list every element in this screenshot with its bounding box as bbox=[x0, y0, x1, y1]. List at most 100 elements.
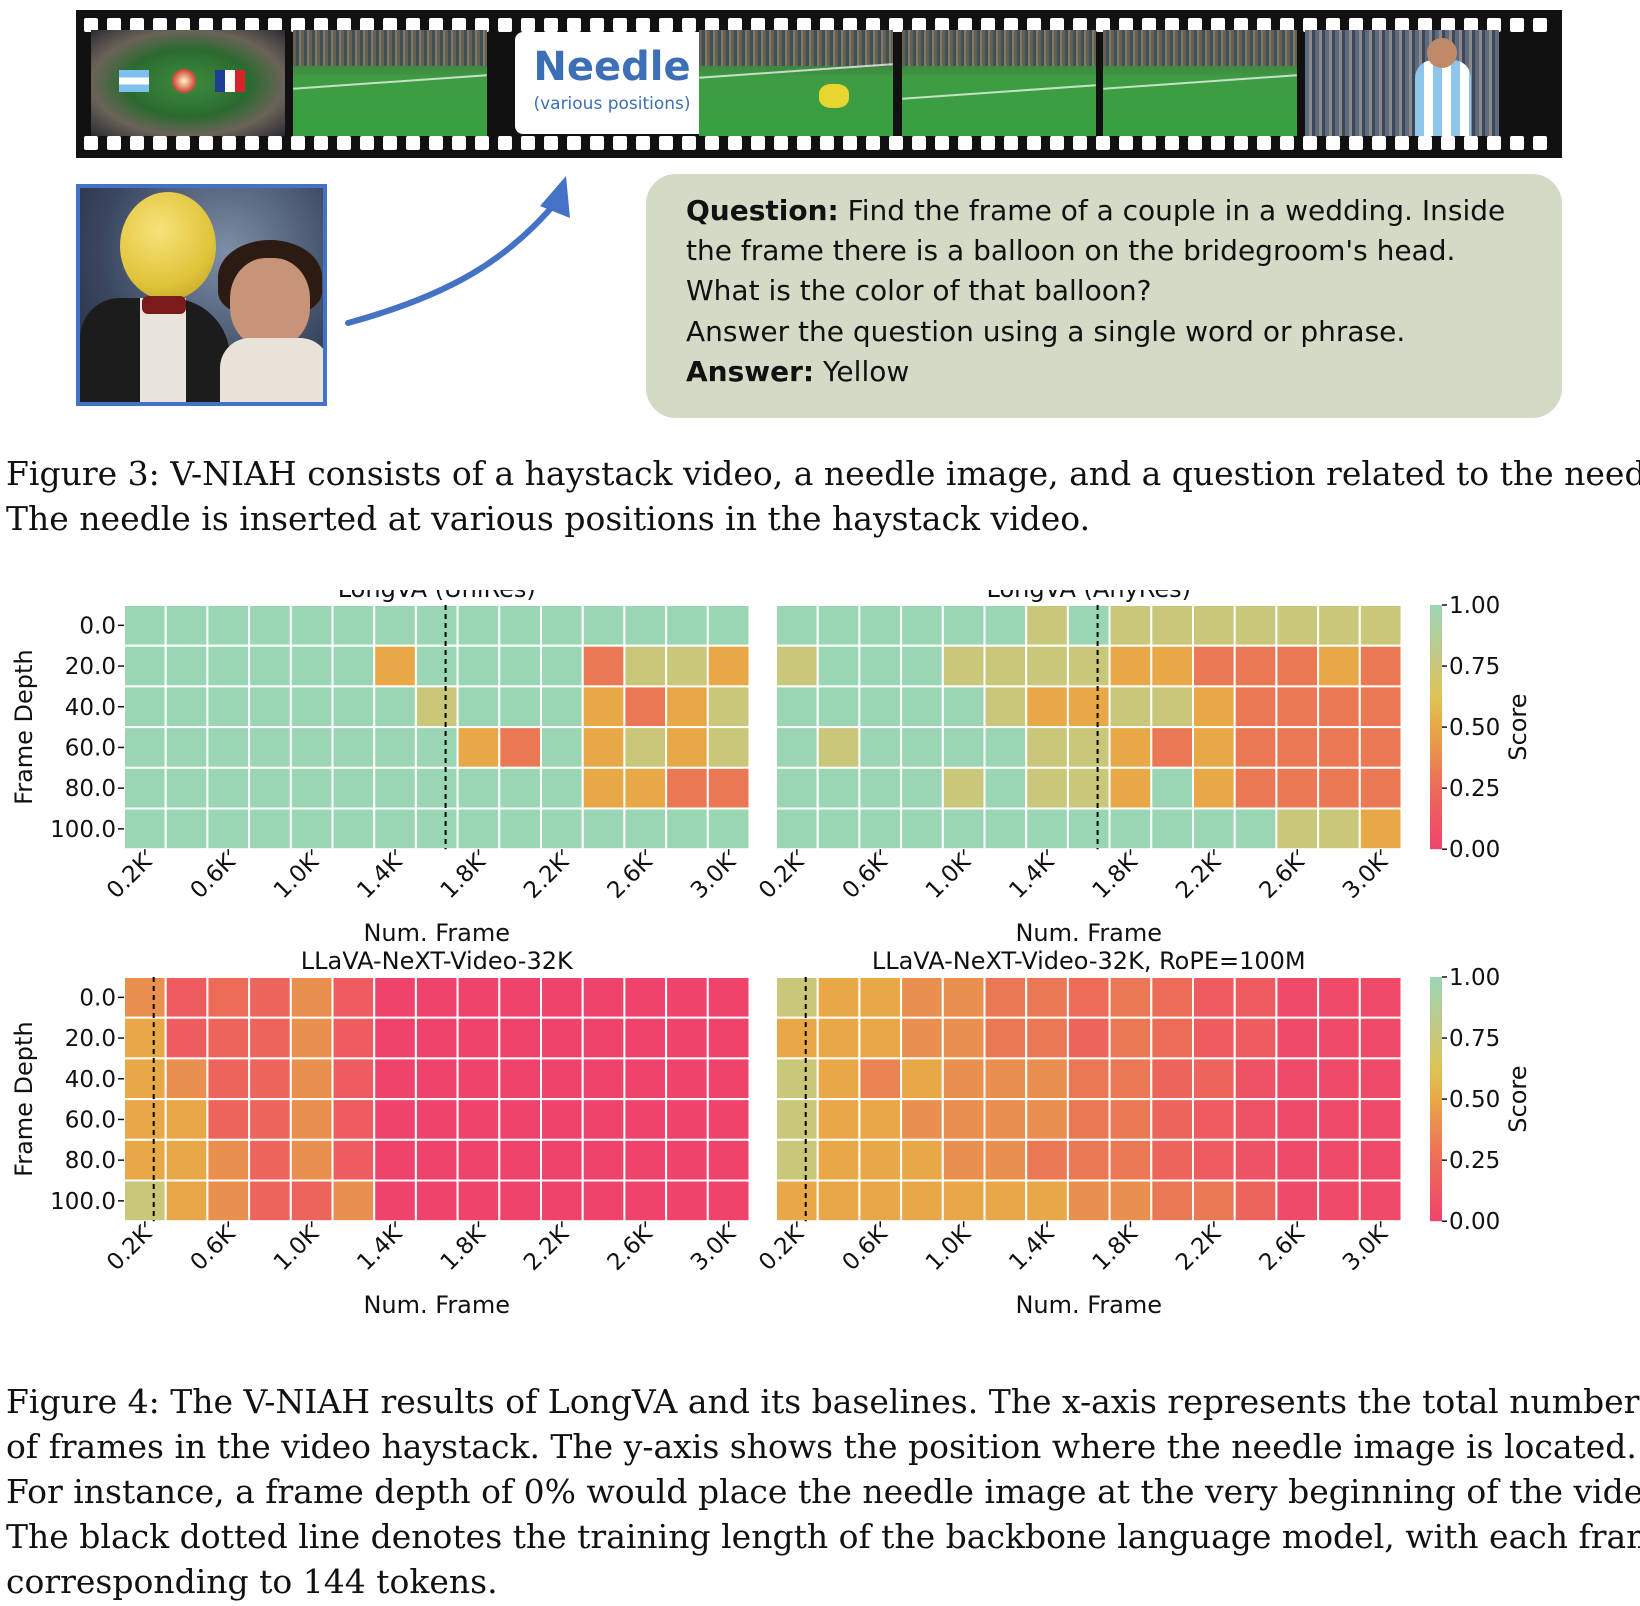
heatmap-cell bbox=[1233, 1138, 1278, 1182]
film-perforation bbox=[1004, 18, 1018, 32]
heatmap-cell bbox=[123, 685, 167, 729]
heatmap-cell bbox=[983, 1057, 1028, 1101]
heatmap-cell bbox=[206, 766, 251, 810]
film-perforation bbox=[636, 18, 650, 32]
heatmap-cell bbox=[941, 766, 986, 810]
heatmap-cell bbox=[581, 1016, 626, 1060]
heatmap-cell bbox=[900, 1098, 944, 1141]
film-perforation bbox=[1142, 136, 1156, 150]
heatmap-cell bbox=[816, 604, 861, 647]
film-perforation bbox=[1326, 136, 1340, 150]
heatmap-cell bbox=[456, 685, 501, 729]
heatmap-cell bbox=[1025, 1138, 1069, 1182]
x-tick-label: 2.6K bbox=[603, 1220, 659, 1276]
heatmap-cell bbox=[858, 766, 903, 810]
heatmap-cell bbox=[1275, 1179, 1320, 1223]
heatmap-cell bbox=[581, 604, 626, 647]
heatmap-cell bbox=[498, 1098, 542, 1141]
film-perforation bbox=[498, 18, 512, 32]
heatmap-cell bbox=[123, 726, 167, 769]
heatmap-cell bbox=[816, 766, 861, 810]
heatmap-cell bbox=[581, 1179, 626, 1223]
heatmap-cell bbox=[414, 766, 459, 810]
film-perforation bbox=[1303, 136, 1317, 150]
heatmap-cell bbox=[1317, 766, 1361, 810]
heatmap-title: LongVA (AnyRes) bbox=[987, 590, 1191, 603]
heatmap-cell bbox=[1150, 644, 1195, 688]
heatmap-cell bbox=[1317, 976, 1361, 1019]
heatmap-cell bbox=[373, 1098, 417, 1141]
x-tick-label: 0.2K bbox=[754, 848, 810, 904]
question-label: Question: bbox=[686, 194, 839, 227]
heatmap-cell bbox=[941, 1016, 986, 1060]
heatmap-cell bbox=[1025, 604, 1069, 647]
heatmap-cell bbox=[665, 1057, 709, 1101]
film-perforation bbox=[590, 136, 604, 150]
heatmap-cell bbox=[414, 604, 459, 647]
figure4-caption-line: The black dotted line denotes the traini… bbox=[6, 1517, 1640, 1556]
x-tick-label: 0.6K bbox=[186, 848, 242, 904]
heatmap-cell bbox=[900, 1016, 944, 1060]
heatmap-cell bbox=[123, 644, 167, 688]
x-axis-label: Num. Frame bbox=[1015, 1291, 1162, 1319]
colorbar-tick-label: 1.00 bbox=[1449, 593, 1500, 619]
heatmap-cell bbox=[1192, 1138, 1236, 1182]
x-tick-label: 2.6K bbox=[1255, 1220, 1311, 1276]
heatmap-cell bbox=[706, 726, 751, 769]
heatmap-cell bbox=[1066, 1057, 1111, 1101]
x-tick-label: 0.2K bbox=[102, 1220, 158, 1276]
heatmap-cell bbox=[941, 1057, 986, 1101]
heatmap-cell bbox=[1108, 1138, 1153, 1182]
heatmap-cell bbox=[900, 1138, 944, 1182]
heatmap-cell bbox=[1233, 1016, 1278, 1060]
heatmap-cell bbox=[1192, 685, 1236, 729]
film-perforation bbox=[866, 18, 880, 32]
heatmap-cell bbox=[983, 807, 1028, 851]
heatmap-cell bbox=[1025, 1098, 1069, 1141]
heatmap-cell bbox=[983, 604, 1028, 647]
heatmap-cell bbox=[373, 1016, 417, 1060]
film-perforation bbox=[1326, 18, 1340, 32]
heatmap-cell bbox=[706, 807, 751, 851]
heatmap-cell bbox=[248, 1057, 292, 1101]
heatmap-cell bbox=[1233, 807, 1278, 851]
heatmap-cell bbox=[1317, 1179, 1361, 1223]
heatmap-cell bbox=[900, 807, 944, 851]
heatmap-cell bbox=[1150, 1098, 1195, 1141]
question-line-1: Question: Find the frame of a couple in … bbox=[686, 194, 1505, 227]
heatmap-cell bbox=[1233, 726, 1278, 769]
film-perforation bbox=[866, 136, 880, 150]
film-perforation bbox=[107, 136, 121, 150]
heatmap-cell bbox=[623, 1138, 668, 1182]
x-axis-label: Num. Frame bbox=[363, 919, 510, 947]
heatmap-cell bbox=[983, 1016, 1028, 1060]
heatmap-cell bbox=[858, 807, 903, 851]
film-perforation bbox=[1119, 18, 1133, 32]
y-tick-label: 40.0 bbox=[65, 695, 116, 721]
colorbar-tick-label: 0.00 bbox=[1449, 1209, 1500, 1235]
heatmap-cell bbox=[164, 644, 209, 688]
heatmap-cell bbox=[665, 766, 709, 810]
x-tick-label: 0.2K bbox=[102, 848, 158, 904]
heatmap-cell bbox=[373, 685, 417, 729]
heatmap-cell bbox=[706, 766, 751, 810]
y-axis-label: Frame Depth bbox=[10, 649, 38, 805]
heatmap-cell bbox=[164, 1138, 209, 1182]
film-perforation bbox=[1349, 136, 1363, 150]
heatmap-cell bbox=[706, 976, 751, 1019]
heatmap-cell bbox=[623, 1016, 668, 1060]
heatmap-cell bbox=[248, 1138, 292, 1182]
heatmap-cell bbox=[775, 604, 819, 647]
heatmap-cell bbox=[373, 604, 417, 647]
film-perforation bbox=[245, 18, 259, 32]
x-tick-label: 2.6K bbox=[603, 848, 659, 904]
film-perforation bbox=[1027, 18, 1041, 32]
film-perforation bbox=[889, 18, 903, 32]
heatmap-cell bbox=[665, 1138, 709, 1182]
film-strip: Needle (various positions) bbox=[76, 10, 1562, 158]
y-tick-label: 0.0 bbox=[79, 985, 116, 1011]
heatmap-cell bbox=[623, 726, 668, 769]
heatmap-cell bbox=[1192, 976, 1236, 1019]
heatmap-cell bbox=[206, 1138, 251, 1182]
film-perforation bbox=[843, 136, 857, 150]
